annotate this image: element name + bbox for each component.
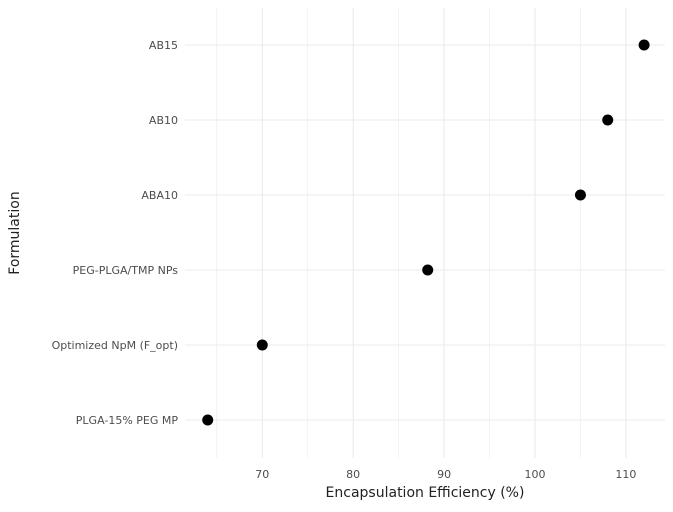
data-point	[256, 339, 268, 351]
data-point	[574, 189, 586, 201]
y-axis-title: Formulation	[7, 191, 23, 274]
data-points	[202, 39, 650, 426]
x-tick-label: 110	[615, 468, 636, 481]
y-tick-label: Optimized NpM (F_opt)	[52, 339, 178, 352]
data-point	[202, 414, 214, 426]
x-tick-label: 80	[346, 468, 360, 481]
grid-lines	[185, 8, 665, 458]
y-tick-label: AB10	[149, 114, 178, 127]
data-point	[422, 264, 434, 276]
x-tick-label: 100	[525, 468, 546, 481]
y-tick-label: PEG-PLGA/TMP NPs	[73, 264, 179, 277]
y-tick-labels: AB15 AB10 ABA10 PEG-PLGA/TMP NPs Optimized N…	[52, 39, 179, 427]
x-tick-label: 70	[255, 468, 269, 481]
data-point	[638, 39, 650, 51]
y-tick-label: AB15	[149, 39, 178, 52]
x-tick-label: 90	[437, 468, 451, 481]
data-point	[602, 114, 614, 126]
y-tick-label: PLGA-15% PEG MP	[76, 414, 179, 427]
y-tick-label: ABA10	[141, 189, 178, 202]
x-tick-labels: 70 80 90 100 110	[255, 468, 636, 481]
x-axis-title: Encapsulation Efficiency (%)	[326, 485, 525, 501]
